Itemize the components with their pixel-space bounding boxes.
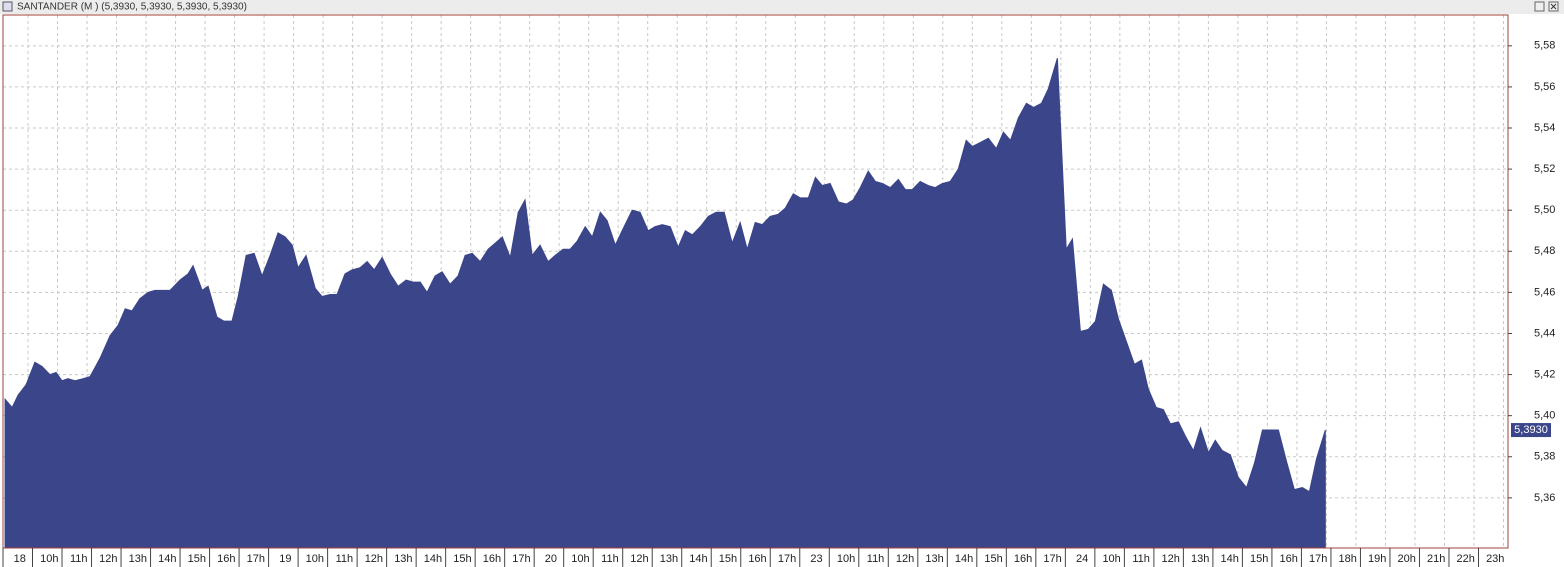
y-tick-label: 5,36	[1534, 492, 1555, 504]
x-tick-label: 10h	[837, 553, 855, 565]
x-tick-label: 17h	[778, 553, 796, 565]
x-tick-label: 12h	[365, 553, 383, 565]
x-tick-label: 18h	[1339, 553, 1357, 565]
x-tick-label: 10h	[1102, 553, 1120, 565]
x-tick-label: 12h	[99, 553, 117, 565]
x-tick-label: 17h	[247, 553, 265, 565]
x-tick-label: 12h	[630, 553, 648, 565]
x-tick-label: 16h	[217, 553, 235, 565]
x-tick-label: 16h	[748, 553, 766, 565]
x-tick-label: 11h	[70, 553, 88, 565]
last-value-box	[1511, 423, 1551, 438]
x-tick-label: 19	[279, 553, 291, 565]
x-tick-label: 15h	[453, 553, 471, 565]
price-area	[4, 58, 1326, 549]
x-tick-label: 21h	[1427, 553, 1445, 565]
x-tick-label: 23h	[1486, 553, 1504, 565]
x-tick-label: 20	[545, 553, 557, 565]
y-tick-label: 5,54	[1534, 122, 1555, 134]
x-tick-label: 14h	[158, 553, 176, 565]
y-tick-label: 5,38	[1534, 451, 1555, 463]
x-tick-label: 18	[14, 553, 26, 565]
x-tick-label: 15h	[188, 553, 206, 565]
x-tick-label: 23	[810, 553, 822, 565]
x-tick-label: 17h	[1043, 553, 1061, 565]
y-tick-label: 5,58	[1534, 40, 1555, 52]
x-tick-label: 13h	[1191, 553, 1209, 565]
x-tick-label: 14h	[1220, 553, 1238, 565]
x-tick-label: 20h	[1398, 553, 1416, 565]
x-tick-label: 19h	[1368, 553, 1386, 565]
window-icon	[2, 1, 13, 12]
y-tick-label: 5,42	[1534, 368, 1555, 380]
y-tick-label: 5,44	[1534, 327, 1555, 339]
x-tick-label: 15h	[984, 553, 1002, 565]
x-tick-label: 15h	[1250, 553, 1268, 565]
y-tick-label: 5,40	[1534, 410, 1555, 422]
y-tick-label: 5,46	[1534, 286, 1555, 298]
x-tick-label: 17h	[512, 553, 530, 565]
x-tick-label: 24	[1076, 553, 1088, 565]
y-tick-label: 5,52	[1534, 163, 1555, 175]
plot-frame	[2, 14, 1509, 549]
x-tick-label: 16h	[483, 553, 501, 565]
last-value-label: 5,3930	[1514, 424, 1548, 436]
title-bar	[0, 0, 1564, 14]
x-tick-label: 11h	[336, 553, 354, 565]
x-tick-label: 13h	[660, 553, 678, 565]
x-tick-label: 10h	[571, 553, 589, 565]
x-tick-label: 13h	[394, 553, 412, 565]
x-tick-label: 13h	[925, 553, 943, 565]
y-tick-label: 5,56	[1534, 81, 1555, 93]
x-tick-label: 15h	[719, 553, 737, 565]
chart-title: SANTANDER (M ) (5,3930, 5,3930, 5,3930, …	[17, 2, 247, 13]
x-tick-label: 12h	[1161, 553, 1179, 565]
y-tick-label: 5,50	[1534, 204, 1555, 216]
x-tick-label: 14h	[689, 553, 707, 565]
y-tick-label: 5,48	[1534, 245, 1555, 257]
close-icon	[1550, 3, 1557, 10]
x-tick-label: 13h	[129, 553, 147, 565]
restore-button[interactable]	[1534, 1, 1545, 12]
x-tick-label: 16h	[1279, 553, 1297, 565]
x-tick-label: 11h	[1132, 553, 1150, 565]
x-tick-label: 14h	[424, 553, 442, 565]
x-tick-label: 22h	[1457, 553, 1475, 565]
x-tick-label: 10h	[40, 553, 58, 565]
x-tick-label: 10h	[306, 553, 324, 565]
x-tick-label: 16h	[1014, 553, 1032, 565]
x-axis-band	[0, 549, 1564, 567]
x-tick-label: 11h	[867, 553, 885, 565]
x-tick-label: 14h	[955, 553, 973, 565]
x-tick-label: 11h	[601, 553, 619, 565]
x-tick-label: 17h	[1309, 553, 1327, 565]
x-tick-label: 12h	[896, 553, 914, 565]
